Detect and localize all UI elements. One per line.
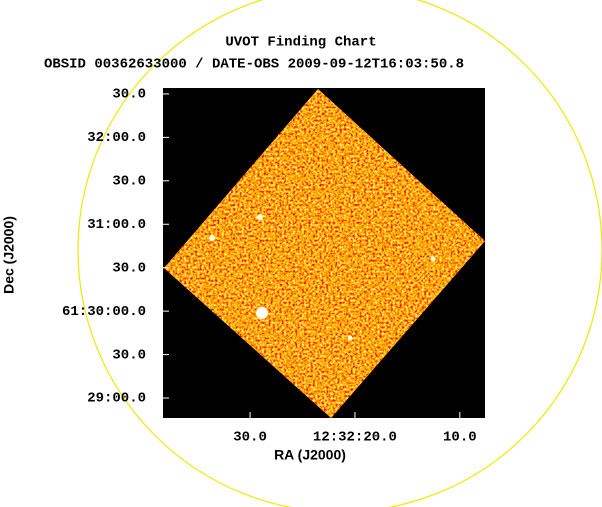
y-axis-label: Dec (J2000) <box>1 216 17 294</box>
x-tick-label: 30.0 <box>233 430 267 446</box>
source <box>257 214 263 220</box>
y-tick-label: 30.0 <box>112 174 146 190</box>
y-tick-label: 30.0 <box>112 87 146 103</box>
x-tick-label: 12:32:20.0 <box>313 430 397 446</box>
x-axis-label: RA (J2000) <box>274 447 346 463</box>
source <box>347 335 353 341</box>
source <box>209 235 215 241</box>
y-tick-label: 30.0 <box>112 347 146 363</box>
chart-subtitle: OBSID 00362633000 / DATE-OBS 2009-09-12T… <box>44 57 464 73</box>
y-tick-label: 61:30:00.0 <box>62 304 146 320</box>
x-tick-label: 10.0 <box>443 430 477 446</box>
y-tick-label: 30.0 <box>112 260 146 276</box>
chart-title: UVOT Finding Chart <box>225 35 376 51</box>
y-tick-label: 29:00.0 <box>87 391 146 407</box>
field-of-view <box>77 0 602 507</box>
y-tick-label: 31:00.0 <box>87 217 146 233</box>
source <box>430 256 436 262</box>
source <box>256 307 268 319</box>
y-tick-label: 32:00.0 <box>87 130 146 146</box>
